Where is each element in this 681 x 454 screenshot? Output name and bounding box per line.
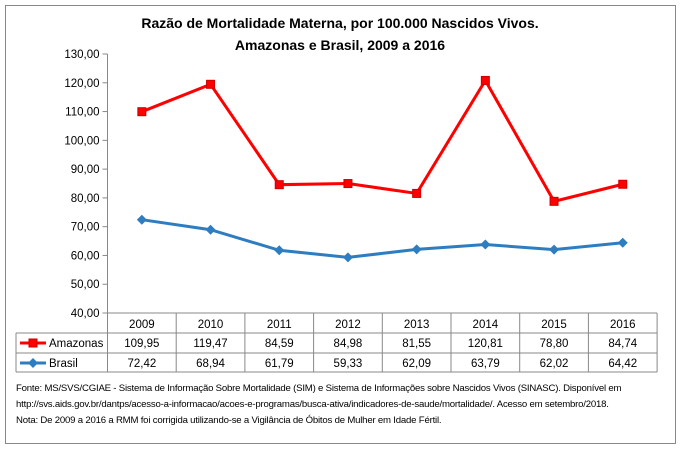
data-table-value: 78,80	[540, 338, 569, 350]
data-table-value: 62,02	[540, 358, 569, 370]
data-table-value: 61,79	[265, 358, 294, 370]
data-point	[411, 244, 422, 255]
series-line-amazonas	[141, 77, 624, 204]
data-table-value: 72,42	[127, 358, 156, 370]
chart-title-line2: Amazonas e Brasil, 2009 a 2016	[235, 37, 445, 53]
data-point	[274, 180, 284, 190]
data-point	[343, 179, 353, 189]
data-point	[137, 107, 147, 117]
methodology-note: Nota: De 2009 a 2016 a RMM foi corrigida…	[16, 415, 442, 426]
x-category-label: 2014	[473, 319, 499, 331]
source-url-note: http://svs.aids.gov.br/dantps/acesso-a-i…	[16, 399, 609, 410]
x-category-label: 2012	[335, 319, 361, 331]
data-table-value: 119,47	[193, 338, 227, 350]
y-tick-label: 50,00	[71, 279, 100, 291]
legend-square-marker	[28, 338, 38, 348]
data-table-value: 120,81	[468, 338, 503, 350]
y-tick-label: 60,00	[71, 250, 100, 262]
data-point	[136, 214, 147, 225]
data-point	[205, 224, 216, 235]
data-table-value: 109,95	[124, 338, 159, 350]
legend-label: Brasil	[49, 358, 78, 370]
data-point	[549, 196, 559, 206]
data-table-value: 68,94	[196, 358, 225, 370]
data-point	[274, 245, 285, 256]
x-category-label: 2013	[404, 319, 430, 331]
legend-label: Amazonas	[49, 338, 104, 350]
data-point	[617, 237, 628, 248]
y-tick-label: 70,00	[71, 222, 100, 234]
data-table-value: 81,55	[402, 338, 431, 350]
data-point	[480, 75, 490, 85]
data-point	[480, 239, 491, 250]
y-tick-label: 110,00	[65, 107, 99, 119]
data-table-value: 84,59	[265, 338, 294, 350]
data-table-value: 62,09	[402, 358, 431, 370]
chart-title-line1: Razão de Mortalidade Materna, por 100.00…	[141, 15, 538, 31]
data-table-value: 59,33	[334, 358, 363, 370]
y-tick-label: 40,00	[71, 308, 100, 320]
y-tick-label: 130,00	[64, 49, 99, 61]
data-point	[549, 244, 560, 255]
data-point	[412, 188, 422, 198]
y-tick-label: 90,00	[71, 164, 100, 176]
data-point	[618, 179, 628, 189]
data-table-value: 63,79	[471, 358, 500, 370]
x-category-label: 2010	[198, 319, 224, 331]
x-category-label: 2009	[129, 319, 155, 331]
y-tick-label: 80,00	[71, 193, 100, 205]
x-category-label: 2016	[610, 319, 636, 331]
legend-diamond-marker	[28, 358, 38, 368]
chart-border	[5, 5, 676, 444]
data-table-value: 84,98	[334, 338, 363, 350]
source-note: Fonte: MS/SVS/CGIAE - Sistema de Informa…	[16, 383, 622, 394]
data-point	[206, 79, 216, 89]
data-table-value: 64,42	[608, 358, 637, 370]
series-line-brasil	[141, 218, 623, 259]
data-table-value: 84,74	[608, 338, 637, 350]
x-category-label: 2011	[267, 319, 292, 331]
y-tick-label: 100,00	[64, 135, 99, 147]
x-category-label: 2015	[541, 319, 567, 331]
data-point	[342, 252, 353, 263]
y-tick-label: 120,00	[64, 78, 99, 90]
